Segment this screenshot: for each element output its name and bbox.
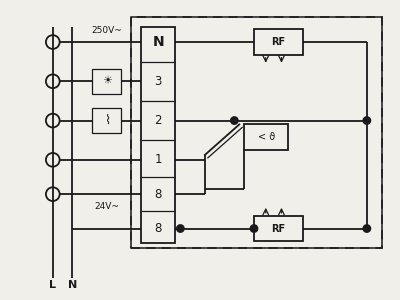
Text: 24V~: 24V~	[94, 202, 119, 211]
Text: 8: 8	[154, 222, 162, 235]
Bar	[141, 27, 176, 243]
Circle shape	[46, 187, 60, 201]
Circle shape	[46, 74, 60, 88]
Bar	[92, 108, 122, 133]
Bar	[92, 68, 122, 94]
Circle shape	[230, 116, 239, 125]
Bar	[254, 216, 303, 241]
Circle shape	[176, 224, 185, 233]
Text: 250V~: 250V~	[91, 26, 122, 35]
Bar	[131, 17, 382, 248]
Text: 2: 2	[154, 114, 162, 127]
Circle shape	[362, 224, 371, 233]
Text: N: N	[68, 280, 77, 290]
Bar	[131, 17, 382, 248]
Circle shape	[46, 35, 60, 49]
Text: L: L	[49, 280, 56, 290]
Circle shape	[46, 114, 60, 128]
Circle shape	[46, 153, 60, 167]
Text: < ϑ: < ϑ	[258, 132, 275, 142]
Text: RF: RF	[272, 37, 286, 47]
Circle shape	[362, 116, 371, 125]
Text: 8: 8	[154, 188, 162, 201]
Text: ☀: ☀	[102, 76, 112, 86]
Bar	[254, 29, 303, 55]
Text: RF: RF	[272, 224, 286, 233]
Text: 1: 1	[154, 153, 162, 166]
Text: N: N	[152, 35, 164, 49]
Circle shape	[250, 224, 258, 233]
Text: ⌇: ⌇	[104, 114, 110, 127]
Text: 3: 3	[154, 75, 162, 88]
Bar	[244, 124, 288, 150]
